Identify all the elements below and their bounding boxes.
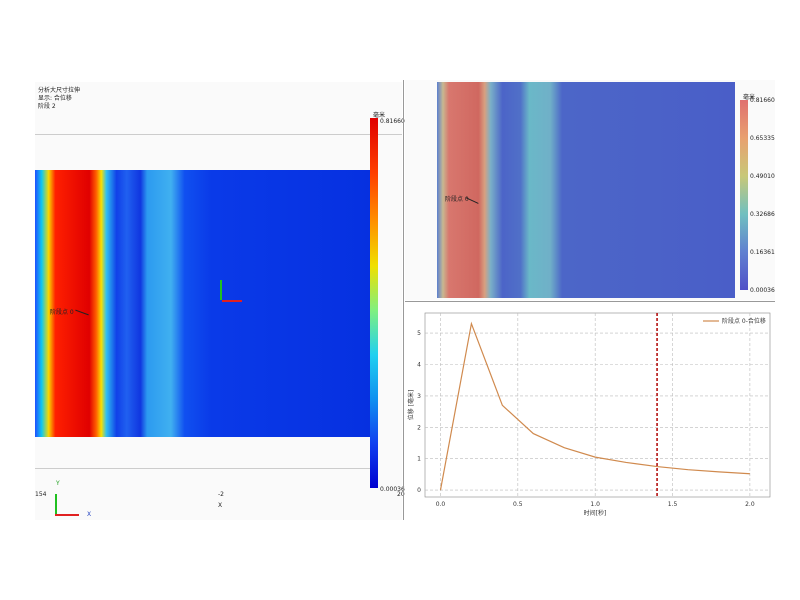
axis-label: 20 bbox=[397, 491, 405, 498]
y-tick-label: 3 bbox=[417, 393, 421, 400]
colorbar bbox=[740, 100, 748, 290]
divider bbox=[405, 301, 775, 302]
x-tick-label: 0.5 bbox=[513, 501, 523, 508]
colorbar-unit: 毫米 bbox=[743, 94, 756, 101]
header-line: 显示: 合位移 bbox=[38, 95, 72, 102]
x-tick-label: 1.5 bbox=[668, 501, 678, 508]
y-tick-label: 5 bbox=[417, 330, 421, 337]
triad-label: Y bbox=[56, 480, 60, 487]
chart: 时间[秒] 位移 [毫米] 0.0 0.5 1.0 1.5 2.0 0 1 2 3 4 5 阶段点 0… bbox=[407, 312, 771, 517]
right-top-panel: 阶段点 0 毫米 0.81660 0.65335 0.49010 0.32686 0.1… bbox=[405, 80, 775, 300]
y-tick-label: 4 bbox=[417, 361, 421, 368]
left-panel: 分析大尺寸拉伸 显示: 合位移 阶段 2 阶段点 0 毫米 0.81660 0.… bbox=[35, 82, 405, 520]
y-axis-label: 位移 [毫米] bbox=[407, 390, 415, 421]
axis-label: 154 bbox=[35, 491, 47, 498]
y-tick-label: 1 bbox=[417, 456, 421, 463]
separator bbox=[35, 468, 370, 469]
separator bbox=[35, 134, 402, 135]
plot-frame bbox=[424, 312, 771, 498]
y-tick-label: 0 bbox=[417, 487, 421, 494]
legend-label: 阶段点 0-合位移 bbox=[722, 317, 766, 325]
triad-y bbox=[55, 494, 57, 516]
field-plot bbox=[35, 170, 375, 437]
triad-y bbox=[220, 280, 222, 300]
triad-x bbox=[55, 514, 79, 516]
x-tick-label: 1.0 bbox=[590, 501, 600, 508]
probe-label: 阶段点 0 bbox=[50, 309, 74, 316]
divider bbox=[403, 80, 404, 520]
colorbar-label: 0.00036 bbox=[750, 287, 775, 294]
axis-label: -2 bbox=[218, 491, 224, 498]
line bbox=[439, 321, 750, 491]
triad-x bbox=[222, 300, 242, 302]
x-axis-label: 时间[秒] bbox=[584, 509, 607, 517]
colorbar-label: 0.32686 bbox=[750, 211, 775, 218]
colorbar bbox=[370, 118, 378, 488]
header-line: 阶段 2 bbox=[38, 103, 56, 110]
x-tick-label: 0.0 bbox=[436, 501, 446, 508]
colorbar-label: 0.49010 bbox=[750, 173, 775, 180]
colorbar-max: 0.81660 bbox=[380, 118, 405, 125]
y-tick-label: 2 bbox=[417, 424, 421, 431]
colorbar-min: 0.00036 bbox=[380, 486, 405, 493]
field-plot bbox=[437, 82, 735, 298]
axis-label: X bbox=[218, 502, 223, 509]
colorbar-label: 0.81660 bbox=[750, 97, 775, 104]
triad-label: X bbox=[87, 511, 92, 518]
colorbar-unit: 毫米 bbox=[373, 112, 386, 119]
probe-label: 阶段点 0 bbox=[445, 196, 469, 203]
header-line: 分析大尺寸拉伸 bbox=[38, 87, 81, 94]
colorbar-label: 0.16361 bbox=[750, 249, 775, 256]
x-tick-label: 2.0 bbox=[745, 501, 755, 508]
colorbar-label: 0.65335 bbox=[750, 135, 775, 142]
